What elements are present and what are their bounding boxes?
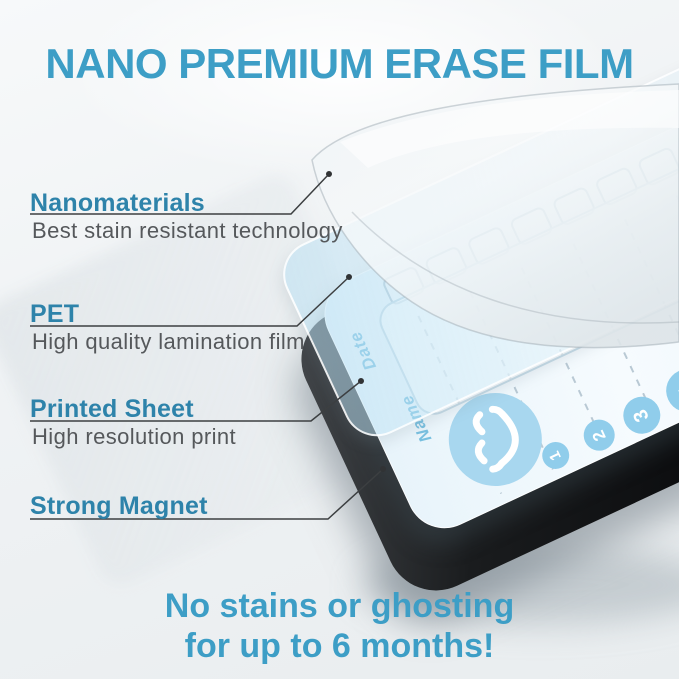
callout-heading-pet: PET [30, 300, 80, 328]
nano-film-fold-line [351, 211, 679, 324]
printed-leader-line [30, 380, 362, 422]
smiley-face-icon [444, 389, 546, 490]
nano-leader-dot [326, 171, 332, 177]
pet-leader-line [30, 276, 350, 327]
magnet-leader-line [30, 468, 384, 520]
callout-description-nanomaterials: Best stain resistant technology [32, 218, 343, 243]
magnet-leader-dot [380, 466, 386, 472]
callout-heading-nanomaterials: Nanomaterials [30, 189, 205, 217]
printed-sheet-layer: Date Name 1 2 3 4 [312, 0, 679, 541]
footer-line-1: No stains or ghosting [164, 587, 515, 625]
nano-leader-line [30, 173, 330, 215]
callout-heading-printed-sheet: Printed Sheet [30, 395, 194, 423]
page-title: NANO PREMIUM ERASE FILM [45, 40, 634, 87]
footer-claim: No stains or ghosting for up to 6 months… [0, 586, 679, 666]
callout-heading-strong-magnet: Strong Magnet [30, 492, 208, 520]
callout-description-pet: High quality lamination film [32, 329, 305, 354]
printed-leader-dot [358, 378, 364, 384]
smiley-face-svg [472, 405, 519, 473]
nano-film-highlight [340, 90, 679, 168]
pet-leader-dot [346, 274, 352, 280]
callout-description-printed-sheet: High resolution print [32, 424, 237, 449]
footer-line-2: for up to 6 months! [184, 627, 495, 665]
